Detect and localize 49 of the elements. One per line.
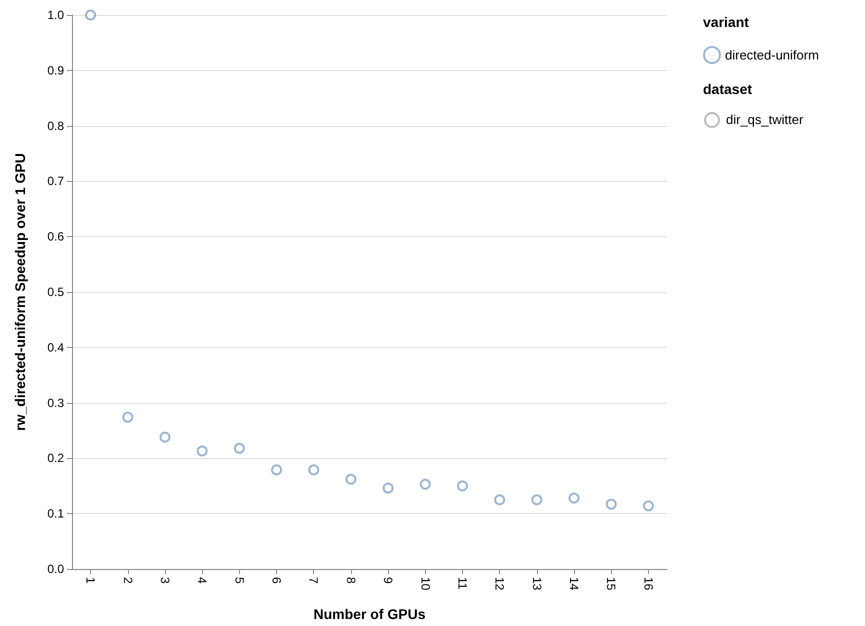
x-tick-label: 12	[492, 577, 507, 591]
legend-label: directed-uniform	[725, 48, 819, 62]
y-tick-label: 0.7	[47, 174, 64, 188]
x-tick-label: 5	[232, 577, 246, 584]
x-tick-label: 14	[567, 577, 582, 591]
point	[345, 474, 356, 485]
text: dataset	[703, 81, 752, 97]
x-tick-label: 6	[270, 577, 284, 584]
x-tick-label: 8	[344, 577, 358, 584]
x-tick-label: 11	[455, 577, 470, 590]
point	[382, 482, 394, 494]
y-axis-title: rw_directed-uniform Speedup over 1 GPU	[12, 153, 28, 431]
x-tick-label: 7	[306, 577, 321, 584]
y-tick-label: 0.2	[47, 451, 64, 466]
x-tick-label: 9	[381, 577, 396, 584]
x-tick-label: 13	[530, 577, 544, 591]
x-tick-label: 1	[84, 577, 98, 584]
y-tick-label: 0.4	[47, 340, 64, 354]
point	[568, 492, 580, 504]
point	[494, 494, 506, 506]
y-tick-label: 0.9	[47, 63, 64, 78]
x-tick-label: 16	[641, 577, 656, 591]
point	[531, 494, 542, 506]
y-tick-label: 0.0	[47, 562, 64, 576]
y-tick-label: 0.1	[47, 506, 64, 521]
y-tick-label: 0.3	[47, 396, 64, 410]
point	[234, 442, 245, 454]
x-tick-label: 2	[120, 577, 135, 584]
point	[642, 500, 654, 512]
point	[271, 464, 282, 476]
y-tick-label: 0.5	[47, 285, 64, 299]
point	[196, 446, 208, 456]
x-axis-title: Number of GPUs	[313, 606, 426, 622]
text: dir_qs_twitter	[726, 112, 804, 127]
point	[420, 478, 431, 490]
x-tick-label: 15	[604, 577, 618, 591]
point	[308, 464, 320, 476]
x-tick-label: 4	[195, 577, 210, 584]
y-tick-label: 0.6	[47, 230, 64, 244]
point	[85, 10, 96, 20]
y-tick-label: 1.0	[47, 8, 64, 22]
y-tick-label: 0.8	[47, 118, 64, 133]
x-tick-label: 3	[158, 577, 172, 584]
point	[122, 412, 134, 423]
point	[159, 432, 170, 443]
x-tick-label: 10	[418, 577, 432, 591]
point	[456, 480, 468, 492]
legend-title: variant	[703, 14, 750, 30]
point	[606, 498, 617, 510]
